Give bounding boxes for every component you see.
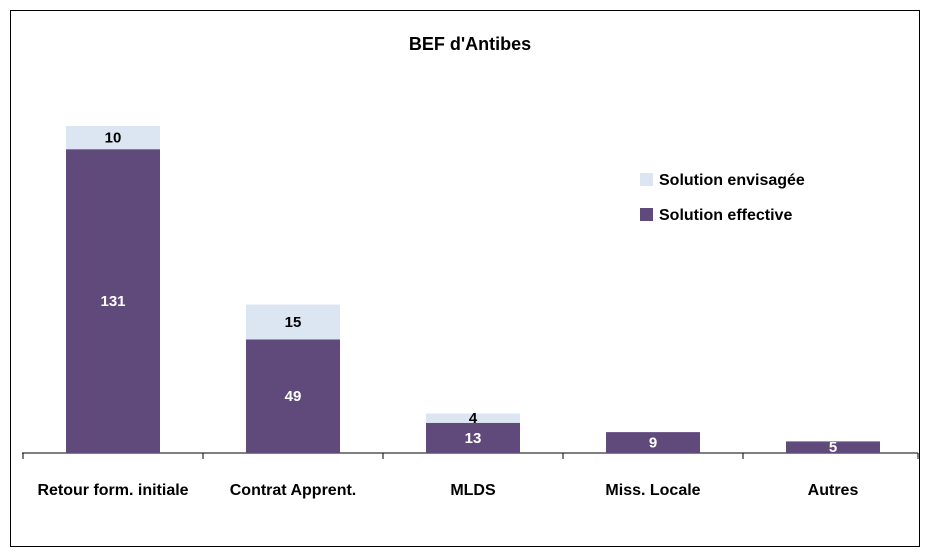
- chart-border: [10, 10, 920, 547]
- x-tick-label: MLDS: [450, 482, 496, 499]
- bar-segment: [606, 432, 700, 453]
- data-label: 9: [649, 435, 657, 452]
- bar-segment: [246, 304, 340, 340]
- bar-segment: [246, 339, 340, 453]
- chart-title: BEF d'Antibes: [409, 34, 531, 54]
- bar-segment: [426, 413, 520, 423]
- data-label: 13: [465, 430, 482, 447]
- data-label: 5: [829, 439, 837, 456]
- bar-segment: [66, 126, 160, 150]
- data-label: 131: [100, 293, 125, 310]
- bar-segment: [786, 441, 880, 453]
- legend-swatch: [640, 173, 653, 186]
- x-tick-label: Autres: [807, 482, 859, 499]
- data-label: 4: [469, 410, 478, 427]
- data-label: 15: [285, 314, 302, 331]
- x-tick-label: Miss. Locale: [605, 482, 701, 499]
- legend-label: Solution envisagée: [659, 172, 805, 189]
- x-tick-label: Contrat Apprent.: [229, 482, 357, 499]
- x-tick-label: Retour form. initiale: [37, 482, 189, 499]
- bar-segment: [66, 149, 160, 454]
- data-label: 49: [285, 388, 302, 405]
- bar-segment: [426, 422, 520, 453]
- data-label: 10: [105, 130, 122, 147]
- legend-label: Solution effective: [659, 207, 792, 224]
- legend-swatch: [640, 208, 653, 221]
